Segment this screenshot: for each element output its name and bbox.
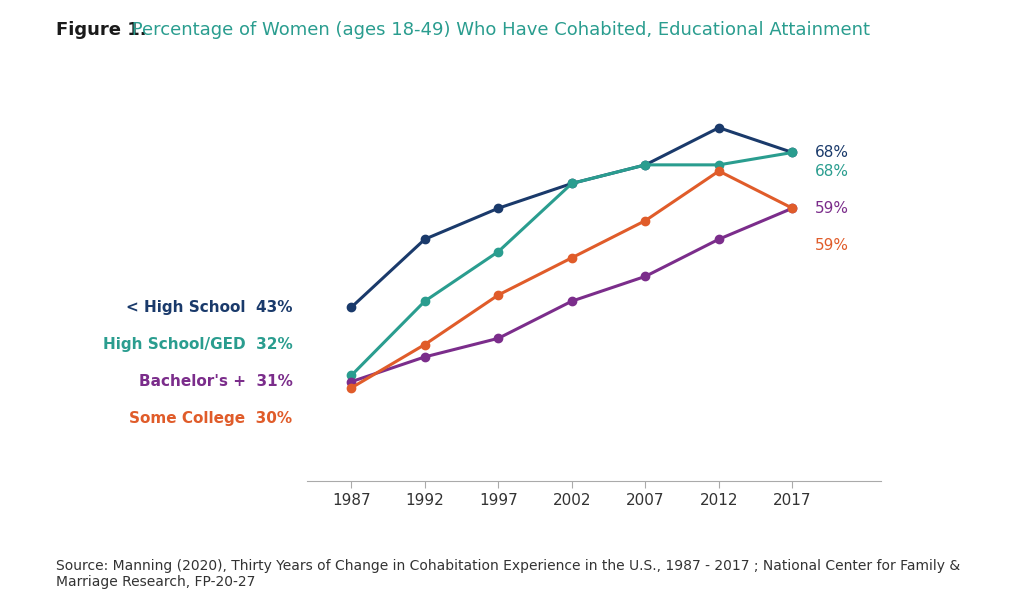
- Text: Bachelor's +  31%: Bachelor's + 31%: [138, 374, 293, 389]
- Text: High School/GED  32%: High School/GED 32%: [102, 337, 293, 352]
- Text: 68%: 68%: [814, 163, 849, 178]
- Text: Figure 1.: Figure 1.: [56, 21, 147, 39]
- Text: Percentage of Women (ages 18-49) Who Have Cohabited, Educational Attainment: Percentage of Women (ages 18-49) Who Hav…: [126, 21, 870, 39]
- Text: 59%: 59%: [814, 238, 849, 253]
- Text: Some College  30%: Some College 30%: [129, 411, 293, 426]
- Text: 68%: 68%: [814, 145, 849, 160]
- Text: 59%: 59%: [814, 201, 849, 216]
- Text: < High School  43%: < High School 43%: [126, 300, 293, 315]
- Text: Source: Manning (2020), Thirty Years of Change in Cohabitation Experience in the: Source: Manning (2020), Thirty Years of …: [56, 559, 961, 589]
